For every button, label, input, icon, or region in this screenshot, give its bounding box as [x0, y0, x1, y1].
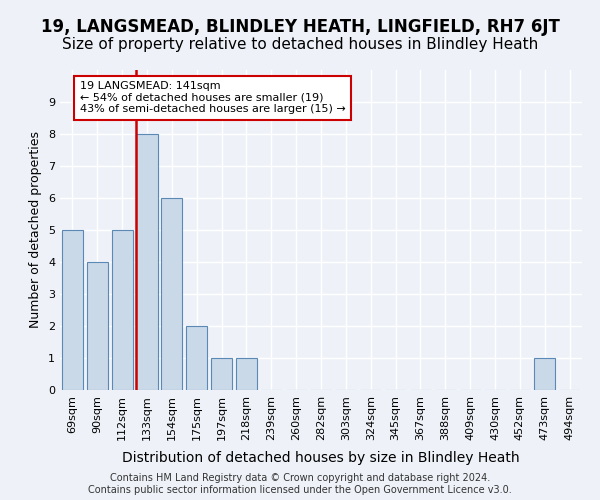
X-axis label: Distribution of detached houses by size in Blindley Heath: Distribution of detached houses by size … — [122, 451, 520, 465]
Text: Contains HM Land Registry data © Crown copyright and database right 2024.
Contai: Contains HM Land Registry data © Crown c… — [88, 474, 512, 495]
Bar — [136, 134, 158, 390]
Bar — [534, 358, 555, 390]
Bar — [62, 230, 83, 390]
Text: Size of property relative to detached houses in Blindley Heath: Size of property relative to detached ho… — [62, 38, 538, 52]
Bar — [211, 358, 232, 390]
Bar — [87, 262, 108, 390]
Bar — [186, 326, 207, 390]
Text: 19 LANGSMEAD: 141sqm
← 54% of detached houses are smaller (19)
43% of semi-detac: 19 LANGSMEAD: 141sqm ← 54% of detached h… — [80, 81, 346, 114]
Y-axis label: Number of detached properties: Number of detached properties — [29, 132, 43, 328]
Bar — [112, 230, 133, 390]
Bar — [236, 358, 257, 390]
Bar — [161, 198, 182, 390]
Text: 19, LANGSMEAD, BLINDLEY HEATH, LINGFIELD, RH7 6JT: 19, LANGSMEAD, BLINDLEY HEATH, LINGFIELD… — [41, 18, 559, 36]
